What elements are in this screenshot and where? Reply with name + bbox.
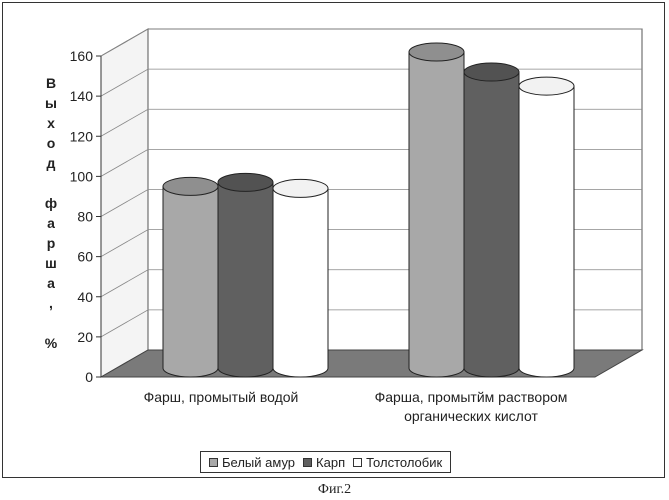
y-tick-label: 20 [77,329,93,345]
y-tick-label: 140 [70,88,94,104]
chart-plot: 0 20 40 60 80 100 120 140 160 Фарш, промытый вод… [3,3,666,479]
x-category-label-1: Фарш, промытый водой [144,389,299,405]
y-tick-label: 160 [70,48,94,64]
bar-belyj-amur-cat2 [409,43,464,377]
y-axis-label-char: ш [39,253,63,273]
y-axis-label-char: х [39,113,63,133]
y-tick-label: 0 [85,369,93,385]
legend-swatch-belyj-amur [209,458,218,467]
bar-belyj-amur-cat1 [163,177,218,377]
legend-swatch-tolstolobik [353,458,362,467]
y-tick-label: 120 [70,128,94,144]
chart-frame: 0 20 40 60 80 100 120 140 160 Фарш, промытый вод… [2,2,665,478]
y-axis-label-char: % [39,333,63,353]
y-tick-label: 100 [70,168,94,184]
y-axis-label-char: о [39,133,63,153]
legend-swatch-karp [303,458,312,467]
legend: Белый амур Карп Толстолобик [200,451,451,473]
y-axis-label: Выход фарша, % [39,73,63,353]
legend-item-karp: Карп [303,455,345,470]
y-axis-label-char [39,173,63,193]
y-axis-label-char: В [39,73,63,93]
figure-caption: Фиг.2 [0,482,669,498]
y-axis-label-char [39,313,63,333]
legend-label-tolstolobik: Толстолобик [366,455,442,470]
legend-label-karp: Карп [316,455,345,470]
legend-item-tolstolobik: Толстолобик [353,455,442,470]
y-axis-label-char: а [39,273,63,293]
bar-karp-cat2 [464,63,519,377]
x-category-label-2: органических кислот [404,408,538,424]
y-tick-label: 40 [77,289,93,305]
y-tick-label: 80 [77,209,93,225]
y-tick-label: 60 [77,249,93,265]
y-axis-label-char: д [39,153,63,173]
y-axis-label-char: , [39,293,63,313]
bar-tolstolobik-cat1 [273,179,328,377]
bar-karp-cat1 [218,173,273,377]
bar-tolstolobik-cat2 [519,77,574,377]
y-axis-label-char: ф [39,193,63,213]
y-axis-label-char: а [39,213,63,233]
x-category-label-2: Фарша, промытйм раствором [375,389,568,405]
y-axis-label-char: р [39,233,63,253]
legend-label-belyj-amur: Белый амур [222,455,295,470]
legend-item-belyj-amur: Белый амур [209,455,295,470]
y-axis-label-char: ы [39,93,63,113]
